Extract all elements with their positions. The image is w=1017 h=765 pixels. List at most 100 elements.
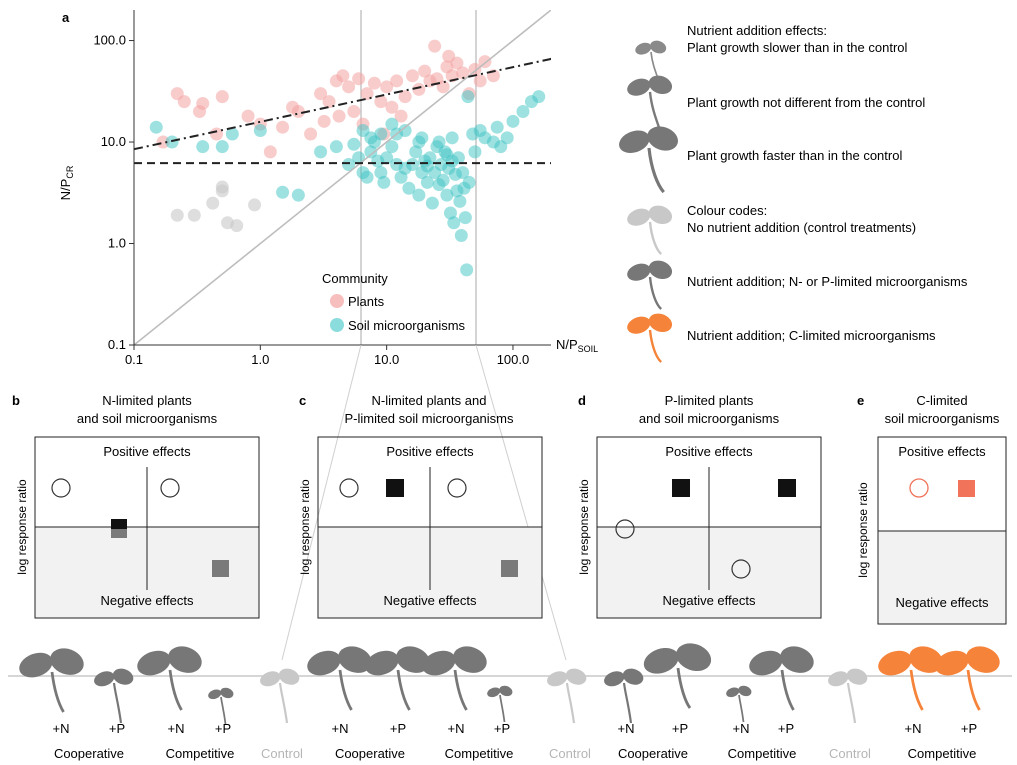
seedling-icon [878,646,943,711]
panel-label-d: d [578,393,586,408]
microbe-point [425,196,439,210]
panel-e-negative: Negative effects [896,595,989,610]
panel-label-e: e [857,393,864,408]
plant-point [367,76,381,90]
plant-point [248,198,262,212]
seedling-icon [547,668,587,724]
microbe-point [377,175,391,189]
plant-point [215,90,229,104]
c-label-cooperative: Cooperative [335,746,405,761]
e-label-plus-p: +P [961,721,977,736]
microbe-point [149,120,163,134]
label-control-2: Control [549,746,591,761]
panel-c-circle-2 [447,478,467,498]
np-limited-seedling-icon [627,260,673,310]
microbe-point [436,173,450,187]
seedling-icon [260,668,300,724]
microbe-point [451,151,465,165]
b-label-plus-p: +P [109,721,125,736]
legend-control: No nutrient addition (control treatments… [687,220,916,235]
fit-lines [134,10,551,345]
panel-e-positive: Positive effects [898,444,986,459]
microbe-point [374,166,388,180]
axis-ticks: 0.1 1.0 10.0 100.0 0.1 1.0 10.0 100.0 [93,33,529,367]
c-label-plus-p: +P [390,721,406,736]
plant-point [456,66,470,80]
plant-point [187,208,201,222]
microbe-point [453,194,467,208]
legend-title: Community [322,271,388,286]
panel-a: a 0.1 1.0 10.0 100.0 0.1 1.0 10.0 100.0 N/PSOIL… [58,10,598,367]
panel-b-square-grey-2 [212,560,229,577]
panel-e: e C-limited soil microorganisms Positive… [856,393,1007,625]
microbe-point [364,145,378,159]
panel-b-title-2: and soil microorganisms [77,411,218,426]
x-tick-label: 10.0 [374,352,399,367]
microbe-point [440,188,454,202]
microbe-point [443,206,457,220]
panel-c-title-2: P-limited soil microorganisms [344,411,514,426]
panel-d-circle-1 [615,519,635,539]
plant-point [177,95,191,109]
legend-c-limited: Nutrient addition; C-limited microorgani… [687,328,936,343]
legend-same: Plant growth not different from the cont… [687,95,925,110]
legend-slower: Plant growth slower than in the control [687,40,908,55]
plant-point [276,120,290,134]
e-label-competitive: Competitive [908,746,977,761]
c-label-plus-n-2: +N [448,721,465,736]
b-label-competitive: Competitive [166,746,235,761]
microbe-point [165,135,179,149]
small-seedling-icon [635,40,667,81]
microbe-point [468,145,482,159]
b-label-plus-p-2: +P [215,721,231,736]
microbe-point [253,123,267,137]
legend-label-plants: Plants [348,294,385,309]
microbe-point [385,117,399,131]
microbe-point [500,131,514,145]
medium-seedling-icon [627,75,673,134]
panel-b-square-black [111,519,127,529]
microbe-point [490,120,504,134]
microbe-point [420,159,434,173]
plant-point [210,127,224,141]
microbe-point [412,135,426,149]
panel-e-circle-orange [909,478,929,498]
panel-d-negative: Negative effects [663,593,756,608]
legend-swatch-microbes [330,318,344,332]
x-tick-label: 1.0 [251,352,269,367]
microbe-point [456,166,470,180]
panel-c-square-black [386,479,404,497]
microbe-point [506,114,520,128]
microbe-point [380,151,394,165]
panel-d: d P-limited plants and soil microorganis… [577,393,822,619]
d-label-competitive: Competitive [728,746,797,761]
microbe-point [445,131,459,145]
panel-label-a: a [62,10,70,25]
microbe-point [454,228,468,242]
plant-point [336,69,350,83]
y-tick-label: 0.1 [108,337,126,352]
seedling-icon [749,646,814,711]
panel-d-square-black-1 [672,479,690,497]
microbe-point [460,263,474,277]
microbe-point [432,135,446,149]
panel-d-positive: Positive effects [665,444,753,459]
seedling-icon [307,646,372,711]
seedlings-row [19,643,1000,725]
c-limited-seedling-icon [627,313,673,363]
microbe-point [215,140,229,154]
y-axis-label: N/PCR [58,165,75,200]
b-label-cooperative: Cooperative [54,746,124,761]
plant-point [428,39,442,53]
plant-point [317,114,331,128]
seedling-icon [487,685,513,723]
microbe-point [385,140,399,154]
panel-c-negative: Negative effects [384,593,477,608]
plant-point [196,96,210,110]
microbe-point [409,145,423,159]
microbe-point [402,181,416,195]
panel-d-title-2: and soil microorganisms [639,411,780,426]
plant-point [394,109,408,123]
seedling-icon [726,685,752,723]
plant-point [473,74,487,88]
